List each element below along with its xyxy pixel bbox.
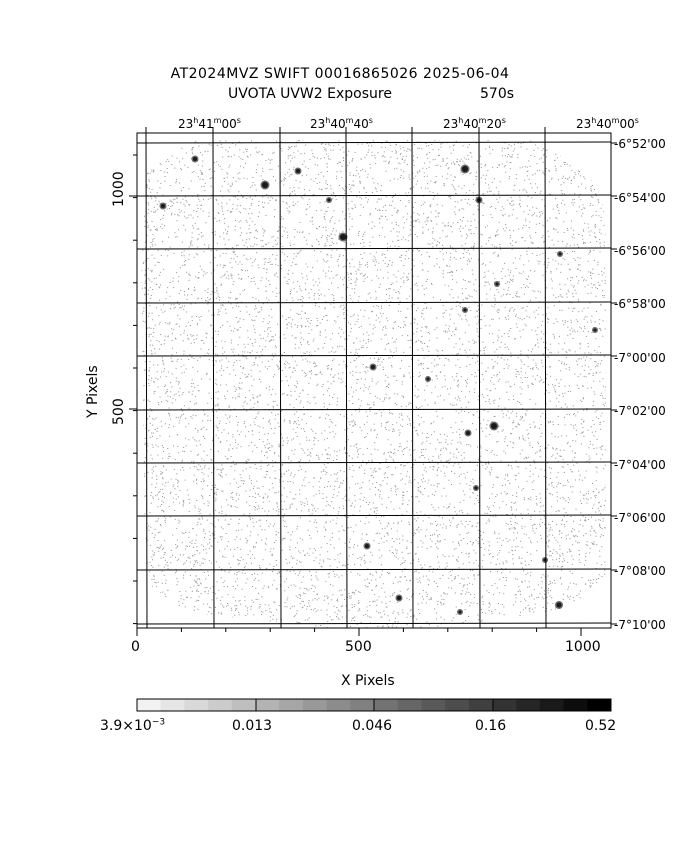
grid-line-ra — [145, 132, 148, 629]
dec-tick-label: -6°52'00 — [614, 137, 666, 151]
grid-line-dec — [136, 247, 612, 250]
coordinate-grid — [136, 132, 612, 629]
ra-tick-label: 23h41m00s — [178, 116, 241, 132]
star-source — [193, 157, 197, 161]
colorbar-swatch — [255, 699, 280, 711]
star-source — [474, 486, 478, 490]
dec-tick-label: -7°04'00 — [614, 458, 666, 472]
grid-line-dec — [136, 354, 612, 357]
grid-line-dec — [136, 568, 612, 571]
colorbar-swatch — [563, 699, 588, 711]
star-source — [161, 204, 165, 208]
star-source — [327, 198, 331, 202]
x-tick-label: 1000 — [565, 639, 601, 655]
colorbar-label: 0.013 — [232, 718, 273, 734]
grid-line-dec — [136, 461, 612, 464]
colorbar-swatch — [160, 699, 185, 711]
grid-line-dec — [136, 141, 612, 144]
dec-tick-label: -6°56'00 — [614, 244, 666, 258]
star-source — [262, 182, 268, 188]
colorbar-swatch — [350, 699, 375, 711]
x-axis-title: X Pixels — [341, 673, 395, 689]
grid-line-ra — [411, 132, 414, 629]
dec-tick-label: -7°10'00 — [614, 618, 666, 632]
star-source — [340, 234, 346, 240]
stars-layer — [159, 155, 598, 615]
star-source — [296, 169, 300, 173]
colorbar-label: 0.16 — [475, 718, 507, 734]
grid-line-dec — [136, 194, 612, 197]
dec-tick-label: -6°54'00 — [614, 191, 666, 205]
star-source — [495, 282, 499, 286]
star-source — [466, 431, 470, 435]
dec-tick-label: -7°08'00 — [614, 564, 666, 578]
colorbar-swatch — [421, 699, 446, 711]
image-title: AT2024MVZ SWIFT 00016865026 2025-06-04 — [170, 66, 510, 82]
grid-line-dec — [136, 622, 612, 625]
star-source — [593, 328, 597, 332]
grid-line-ra — [279, 132, 282, 629]
colorbar-swatch — [492, 699, 517, 711]
star-source — [556, 602, 562, 608]
grid-line-dec — [136, 408, 612, 411]
star-source — [463, 308, 467, 312]
star-source — [397, 596, 401, 600]
colorbar-swatch — [184, 699, 209, 711]
colorbar-swatch — [231, 699, 256, 711]
colorbar-swatch — [468, 699, 493, 711]
image-field — [141, 140, 606, 628]
colorbar-label: 0.046 — [352, 718, 393, 734]
colorbar — [136, 698, 612, 712]
colorbar-label: 0.52 — [585, 718, 617, 734]
grid-line-ra — [544, 132, 547, 629]
dec-tick-label: -6°58'00 — [614, 297, 666, 311]
x-tick-label: 0 — [131, 639, 140, 655]
star-source — [491, 423, 497, 429]
exposure-label: UVOTA UVW2 Exposure — [228, 86, 392, 102]
noise-pixels — [141, 140, 606, 628]
colorbar-swatch — [326, 699, 351, 711]
ra-tick-label: 23h40m40s — [310, 116, 373, 132]
star-source — [365, 544, 369, 548]
grid-line-dec — [136, 514, 612, 517]
colorbar-swatch — [374, 699, 399, 711]
colorbar-swatch — [587, 699, 612, 711]
star-source — [426, 377, 430, 381]
grid-line-ra — [478, 132, 481, 629]
grid-line-ra — [345, 132, 348, 629]
star-source — [462, 166, 468, 172]
colorbar-swatch — [516, 699, 541, 711]
grid-line-dec — [136, 301, 612, 304]
colorbar-label-min: 3.9×10−3 — [100, 717, 166, 734]
dec-tick-label: -7°06'00 — [614, 511, 666, 525]
colorbar-swatch — [208, 699, 233, 711]
colorbar-swatch — [279, 699, 304, 711]
x-tick-label: 500 — [345, 639, 372, 655]
grid-line-ra — [212, 132, 215, 629]
ra-tick-label: 23h40m20s — [443, 116, 506, 132]
star-source — [458, 610, 462, 614]
ra-tick-label: 23h40m00s — [576, 116, 639, 132]
dec-tick-label: -7°02'00 — [614, 404, 666, 418]
axis-ticks — [129, 127, 617, 636]
colorbar-swatch — [302, 699, 328, 711]
star-source — [558, 252, 562, 256]
image-frame — [136, 132, 612, 629]
colorbar-swatch — [397, 699, 422, 711]
colorbar-swatch — [137, 699, 162, 711]
colorbar-swatch — [445, 699, 470, 711]
colorbar-swatch — [539, 699, 565, 711]
star-source — [371, 365, 375, 369]
exposure-value: 570s — [480, 86, 515, 102]
dec-tick-label: -7°00'00 — [614, 351, 666, 365]
